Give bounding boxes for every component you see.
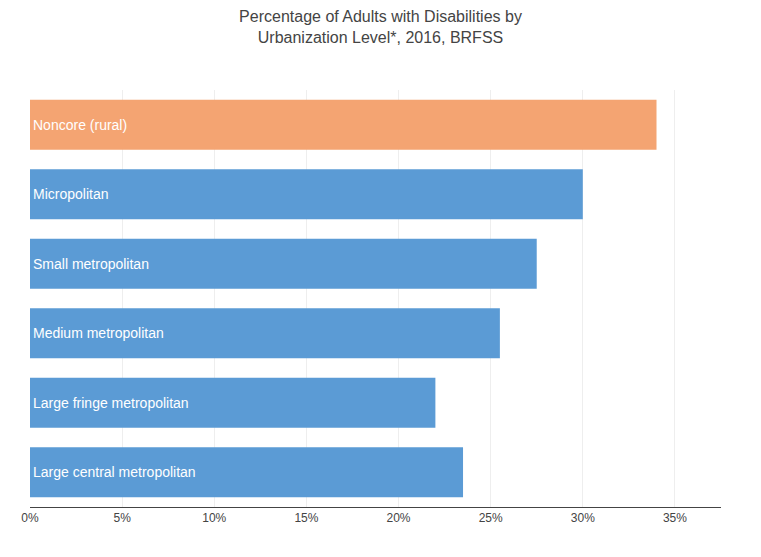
svg-text:5%: 5% — [113, 511, 131, 525]
svg-text:30%: 30% — [571, 511, 595, 525]
svg-text:35%: 35% — [663, 511, 687, 525]
svg-text:Small metropolitan: Small metropolitan — [33, 256, 149, 272]
svg-text:0%: 0% — [21, 511, 39, 525]
svg-text:Medium metropolitan: Medium metropolitan — [33, 325, 164, 341]
svg-text:15%: 15% — [294, 511, 318, 525]
svg-text:Percentage of Adults with Disa: Percentage of Adults with Disabilities b… — [239, 8, 522, 46]
svg-text:Micropolitan: Micropolitan — [33, 186, 108, 202]
svg-text:10%: 10% — [202, 511, 226, 525]
svg-text:25%: 25% — [479, 511, 503, 525]
svg-text:Noncore (rural): Noncore (rural) — [33, 117, 127, 133]
svg-text:Large central metropolitan: Large central metropolitan — [33, 464, 196, 480]
svg-text:20%: 20% — [387, 511, 411, 525]
svg-text:Large fringe metropolitan: Large fringe metropolitan — [33, 395, 189, 411]
